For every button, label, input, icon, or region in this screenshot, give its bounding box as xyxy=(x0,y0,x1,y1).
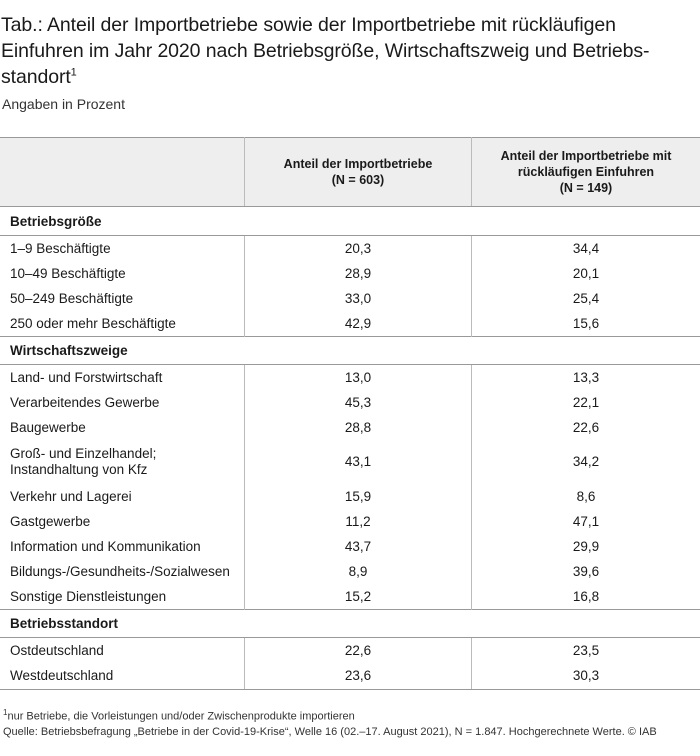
header-col2-line2: rückläufigen Einfuhren xyxy=(517,165,655,179)
header-empty-cell xyxy=(0,137,245,207)
row-value-import-share: 11,2 xyxy=(244,509,472,534)
row-value-declining: 8,6 xyxy=(576,488,596,504)
header-col-declining-imports: Anteil der Importbetriebe mit rückläufig… xyxy=(471,137,700,207)
row-value-declining: 22,6 xyxy=(572,419,600,435)
row-label: 250 oder mehr Beschäftigte xyxy=(0,311,245,337)
row-label-line2: Instandhaltung von Kfz xyxy=(10,462,148,477)
row-value-declining: 16,8 xyxy=(572,588,600,604)
row-value-declining: 29,9 xyxy=(572,538,600,554)
row-label: Bildungs-/Gesundheits-/Sozialwesen xyxy=(0,559,245,584)
header-col-import-share: Anteil der Importbetriebe (N = 603) xyxy=(244,137,472,207)
row-value-declining: 15,6 xyxy=(572,315,600,331)
table-row: Information und Kommunikation 43,7 29,9 xyxy=(0,534,700,559)
table-row: 250 oder mehr Beschäftigte 42,9 15,6 xyxy=(0,311,700,337)
header-col2-line3: (N = 149) xyxy=(559,181,613,195)
row-value-import-share: 28,8 xyxy=(244,415,472,440)
section-row: Wirtschaftszweige xyxy=(0,336,700,365)
row-label: 10–49 Beschäftigte xyxy=(0,261,245,286)
row-label: Verarbeitendes Gewerbe xyxy=(0,390,245,415)
table-row: Baugewerbe 28,8 22,6 xyxy=(0,415,700,440)
row-value-declining: 20,1 xyxy=(572,265,600,281)
row-value-declining: 47,1 xyxy=(572,513,600,529)
table-row: Bildungs-/Gesundheits-/Sozialwesen 8,9 3… xyxy=(0,559,700,584)
row-label: 50–249 Beschäftigte xyxy=(0,286,245,311)
table-row: Land- und Forstwirtschaft 13,0 13,3 xyxy=(0,364,700,390)
row-value-import-share: 42,9 xyxy=(244,311,472,337)
table-subtitle: Angaben in Prozent xyxy=(2,96,125,112)
section-title: Betriebsstandort xyxy=(0,609,700,638)
row-value-import-share: 33,0 xyxy=(244,286,472,311)
row-value-import-share: 45,3 xyxy=(244,390,472,415)
row-label: Information und Kommunikation xyxy=(0,534,245,559)
section-title: Betriebsgröße xyxy=(0,206,700,236)
table-row: Sonstige Dienstleistungen 15,2 16,8 xyxy=(0,584,700,610)
row-value-import-share: 8,9 xyxy=(244,559,472,584)
table-body: Betriebsgröße 1–9 Beschäftigte 20,3 34,4… xyxy=(0,206,700,690)
table-row: Verarbeitendes Gewerbe 45,3 22,1 xyxy=(0,390,700,415)
section-title: Wirtschaftszweige xyxy=(0,336,700,365)
section-row: Betriebsgröße xyxy=(0,206,700,236)
footnote-text: nur Betriebe, die Vorleistungen und/oder… xyxy=(7,710,355,723)
row-value-declining: 34,4 xyxy=(572,240,600,256)
row-label: 1–9 Beschäftigte xyxy=(0,235,245,261)
row-value-declining: 22,1 xyxy=(572,394,600,410)
table-header: Anteil der Importbetriebe (N = 603) Ante… xyxy=(0,137,700,207)
row-value-declining: 25,4 xyxy=(572,290,600,306)
row-value-import-share: 43,1 xyxy=(244,440,472,484)
data-table: Anteil der Importbetriebe (N = 603) Ante… xyxy=(0,137,700,690)
row-label: Land- und Forstwirtschaft xyxy=(0,364,245,390)
table-row: 10–49 Beschäftigte 28,9 20,1 xyxy=(0,261,700,286)
table-row: Gastgewerbe 11,2 47,1 xyxy=(0,509,700,534)
title-line-2: Einfuhren im Jahr 2020 nach Betriebsgröß… xyxy=(1,40,650,62)
row-value-declining: 34,2 xyxy=(572,454,600,469)
section-row: Betriebsstandort xyxy=(0,609,700,638)
table-row: 50–249 Beschäftigte 33,0 25,4 xyxy=(0,286,700,311)
row-value-import-share: 43,7 xyxy=(244,534,472,559)
row-label: Ostdeutschland xyxy=(0,637,245,663)
row-label: Westdeutschland xyxy=(0,663,245,690)
row-value-declining: 23,5 xyxy=(572,642,600,658)
row-value-import-share: 15,9 xyxy=(244,484,472,509)
table-row: Groß- und Einzelhandel; Instandhaltung v… xyxy=(0,440,700,484)
footnote: 1nur Betriebe, die Vorleistungen und/ode… xyxy=(3,708,355,723)
row-value-import-share: 20,3 xyxy=(244,235,472,261)
table-row: Ostdeutschland 22,6 23,5 xyxy=(0,637,700,663)
row-value-import-share: 13,0 xyxy=(244,364,472,390)
header-col1-line2: (N = 603) xyxy=(331,173,385,187)
row-label: Sonstige Dienstleistungen xyxy=(0,584,245,610)
row-value-declining: 13,3 xyxy=(572,369,600,385)
table-row: Verkehr und Lagerei 15,9 8,6 xyxy=(0,484,700,509)
table-row: Westdeutschland 23,6 30,3 xyxy=(0,663,700,690)
row-value-import-share: 15,2 xyxy=(244,584,472,610)
row-label: Groß- und Einzelhandel; Instandhaltung v… xyxy=(0,440,245,484)
row-label-line1: Groß- und Einzelhandel; xyxy=(10,446,157,461)
row-value-declining: 30,3 xyxy=(471,663,700,690)
row-value-declining: 39,6 xyxy=(572,563,600,579)
row-label: Baugewerbe xyxy=(0,415,245,440)
footnote-mark: 1 xyxy=(3,708,8,717)
title-footnote-mark: 1 xyxy=(70,66,77,79)
row-value-import-share: 28,9 xyxy=(244,261,472,286)
row-value-import-share: 23,6 xyxy=(244,663,472,690)
source-note: Quelle: Betriebsbefragung „Betriebe in d… xyxy=(3,726,657,738)
row-value-import-share: 22,6 xyxy=(244,637,472,663)
table-row: 1–9 Beschäftigte 20,3 34,4 xyxy=(0,235,700,261)
row-label: Verkehr und Lagerei xyxy=(0,484,245,509)
header-col2-line1: Anteil der Importbetriebe mit xyxy=(500,149,672,163)
header-col1-line1: Anteil der Importbetriebe xyxy=(283,157,433,171)
title-line-3: standort xyxy=(1,66,71,88)
row-label: Gastgewerbe xyxy=(0,509,245,534)
table-title: Tab.: Anteil der Importbetriebe sowie de… xyxy=(1,12,695,90)
title-line-1: Tab.: Anteil der Importbetriebe sowie de… xyxy=(1,14,616,36)
